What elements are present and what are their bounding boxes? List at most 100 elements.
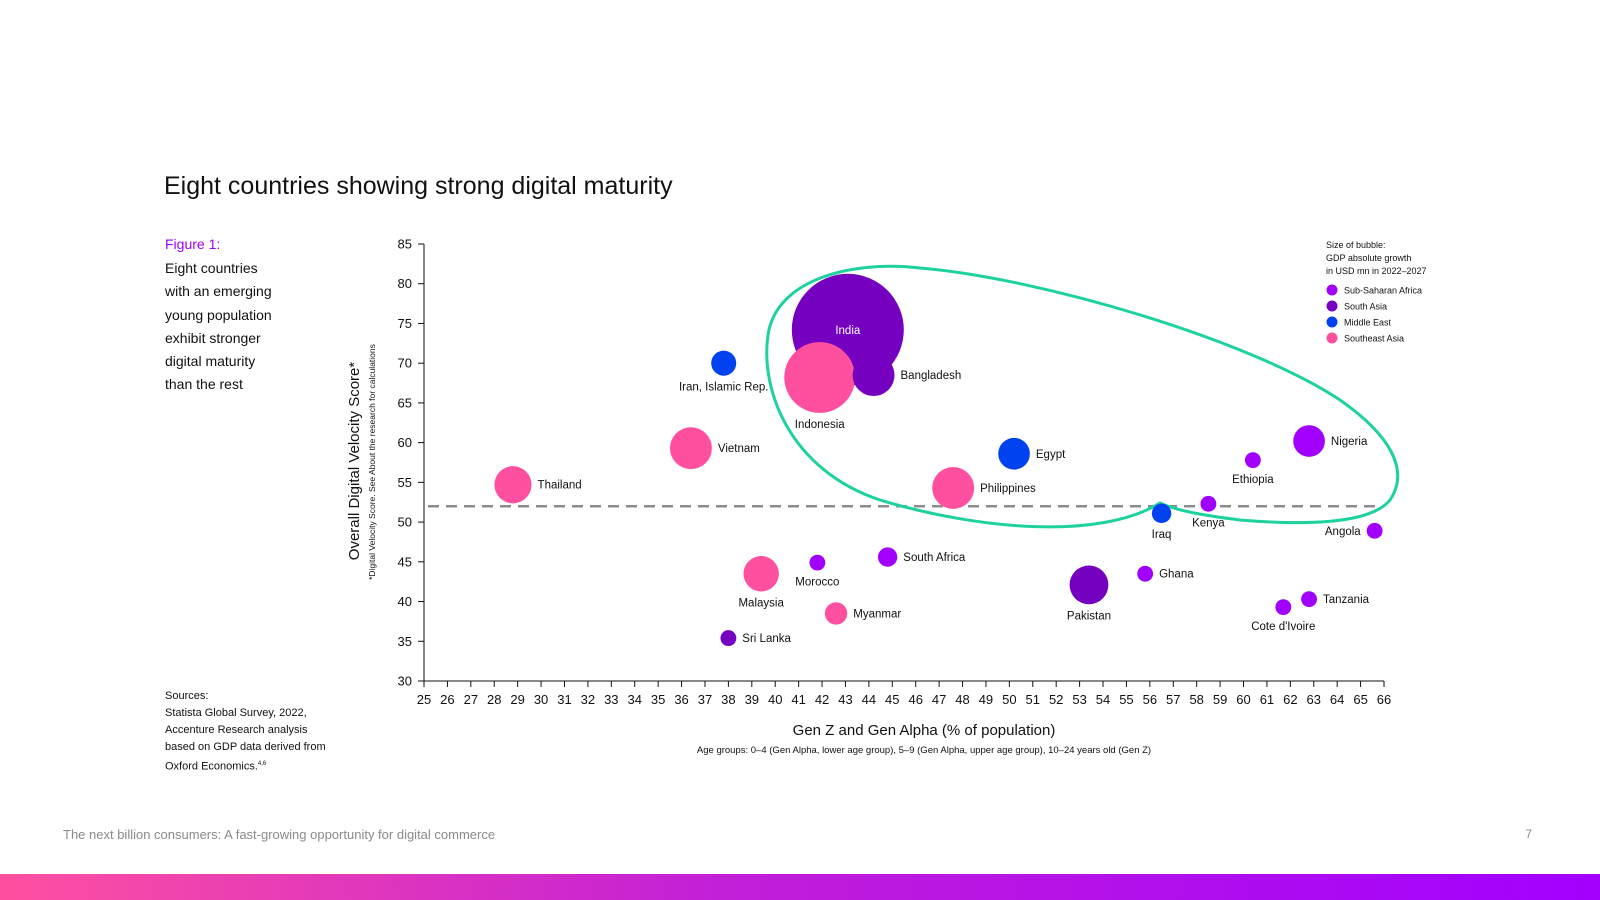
data-label: Vietnam — [718, 443, 760, 455]
data-label: South Africa — [903, 552, 966, 564]
x-tick-label: 55 — [1119, 692, 1133, 707]
x-tick-label: 54 — [1096, 692, 1110, 707]
bubble-south-africa — [877, 547, 898, 567]
y-tick-label: 80 — [398, 276, 412, 291]
data-label: Iraq — [1152, 529, 1172, 541]
sources-superscript: 4,6 — [257, 761, 267, 767]
legend-swatch — [1326, 284, 1338, 296]
x-tick-label: 45 — [885, 692, 899, 707]
sources-line: Oxford Economics.4,6 — [165, 756, 365, 776]
x-tick-label: 31 — [557, 692, 571, 707]
bubble-bangladesh — [852, 354, 895, 397]
x-tick-label: 41 — [791, 692, 805, 707]
bubble-morocco — [809, 554, 826, 571]
bubble-iran-islamic-rep- — [711, 350, 737, 376]
y-tick-label: 75 — [398, 316, 412, 331]
x-tick-label: 30 — [534, 692, 548, 707]
x-axis-title: Gen Z and Gen Alpha (% of population) — [793, 722, 1056, 739]
highlight-outline — [765, 264, 1400, 529]
caption-line: young population — [165, 306, 272, 323]
caption-line: than the rest — [165, 376, 243, 393]
legend-label: Southeast Asia — [1344, 334, 1404, 344]
bubble-iraq — [1151, 503, 1172, 524]
y-tick-label: 35 — [398, 634, 412, 649]
caption-line: exhibit stronger — [165, 329, 261, 346]
x-tick-label: 37 — [698, 692, 712, 707]
x-tick-label: 56 — [1143, 692, 1157, 707]
x-tick-label: 28 — [487, 692, 501, 707]
x-tick-label: 46 — [908, 692, 922, 707]
data-label: Iran, Islamic Rep. — [679, 382, 768, 394]
data-label: Pakistan — [1067, 610, 1111, 622]
data-label: Malaysia — [738, 597, 784, 609]
y-tick-label: 60 — [398, 435, 412, 450]
caption-line: digital maturity — [165, 353, 256, 370]
x-tick-label: 58 — [1189, 692, 1203, 707]
bubble-thailand — [494, 466, 532, 504]
x-tick-label: 53 — [1072, 692, 1086, 707]
x-tick-label: 25 — [417, 692, 431, 707]
bubble-philippines — [932, 466, 975, 509]
x-tick-label: 33 — [604, 692, 618, 707]
x-tick-label: 44 — [862, 692, 876, 707]
x-tick-label: 42 — [815, 692, 829, 707]
x-tick-label: 65 — [1353, 692, 1367, 707]
figure-caption: Eight countries with an emerging young p… — [165, 257, 315, 397]
y-axis-title: Overall Digital Velocity Score* — [346, 362, 363, 561]
y-axis-subtitle: *Digital Velocity Score. See About the r… — [367, 344, 377, 580]
legend-label: Sub-Saharan Africa — [1344, 286, 1422, 296]
legend-swatch — [1326, 332, 1338, 344]
data-label: Indonesia — [795, 419, 845, 431]
data-label: Cote d'Ivoire — [1251, 621, 1315, 633]
x-tick-label: 60 — [1236, 692, 1250, 707]
bubble-egypt — [998, 437, 1030, 470]
y-tick-label: 30 — [398, 674, 412, 689]
data-label: Kenya — [1192, 518, 1225, 530]
bubble-cote-d-ivoire — [1275, 599, 1292, 616]
legend-title: in USD mn in 2022–2027 — [1326, 266, 1427, 276]
x-tick-label: 29 — [510, 692, 524, 707]
page-number: 7 — [1525, 827, 1532, 841]
y-tick-label: 65 — [398, 395, 412, 410]
data-label: Thailand — [538, 480, 582, 492]
data-label: Morocco — [795, 577, 839, 589]
x-tick-label: 50 — [1002, 692, 1016, 707]
bubble-tanzania — [1301, 591, 1317, 608]
y-tick-label: 50 — [398, 515, 412, 530]
bubble-kenya — [1200, 495, 1217, 512]
bubble-angola — [1366, 522, 1383, 539]
data-label: Bangladesh — [901, 370, 962, 382]
x-tick-label: 40 — [768, 692, 782, 707]
x-tick-label: 34 — [627, 692, 641, 707]
caption-line: with an emerging — [165, 283, 272, 300]
x-tick-label: 39 — [745, 692, 759, 707]
bubble-ethiopia — [1244, 452, 1261, 469]
x-tick-label: 27 — [464, 692, 478, 707]
caption-line: Eight countries — [165, 260, 258, 276]
data-label: Ghana — [1159, 569, 1194, 581]
data-label: Ethiopia — [1232, 474, 1274, 486]
x-tick-label: 38 — [721, 692, 735, 707]
bubble-sri-lanka — [720, 630, 737, 647]
bubble-vietnam — [669, 427, 712, 470]
footer-gradient-bar — [0, 874, 1600, 900]
sources-line: Accenture Research analysis — [165, 724, 308, 736]
y-tick-label: 70 — [398, 356, 412, 371]
bubble-nigeria — [1293, 425, 1325, 457]
data-label: India — [835, 325, 861, 337]
figure-label: Figure 1: — [165, 236, 221, 252]
x-tick-label: 48 — [955, 692, 969, 707]
y-tick-label: 85 — [398, 237, 412, 252]
x-tick-label: 52 — [1049, 692, 1063, 707]
sources-line: Statista Global Survey, 2022, — [165, 707, 307, 719]
data-label: Sri Lanka — [742, 633, 791, 645]
x-tick-label: 35 — [651, 692, 665, 707]
x-tick-label: 66 — [1377, 692, 1391, 707]
data-label: Myanmar — [853, 608, 901, 620]
sources-line: Sources: — [165, 690, 209, 702]
x-tick-label: 36 — [674, 692, 688, 707]
sources-note: Sources: Statista Global Survey, 2022, A… — [165, 688, 365, 776]
legend-title: Size of bubble: — [1326, 240, 1386, 250]
x-tick-label: 63 — [1307, 692, 1321, 707]
